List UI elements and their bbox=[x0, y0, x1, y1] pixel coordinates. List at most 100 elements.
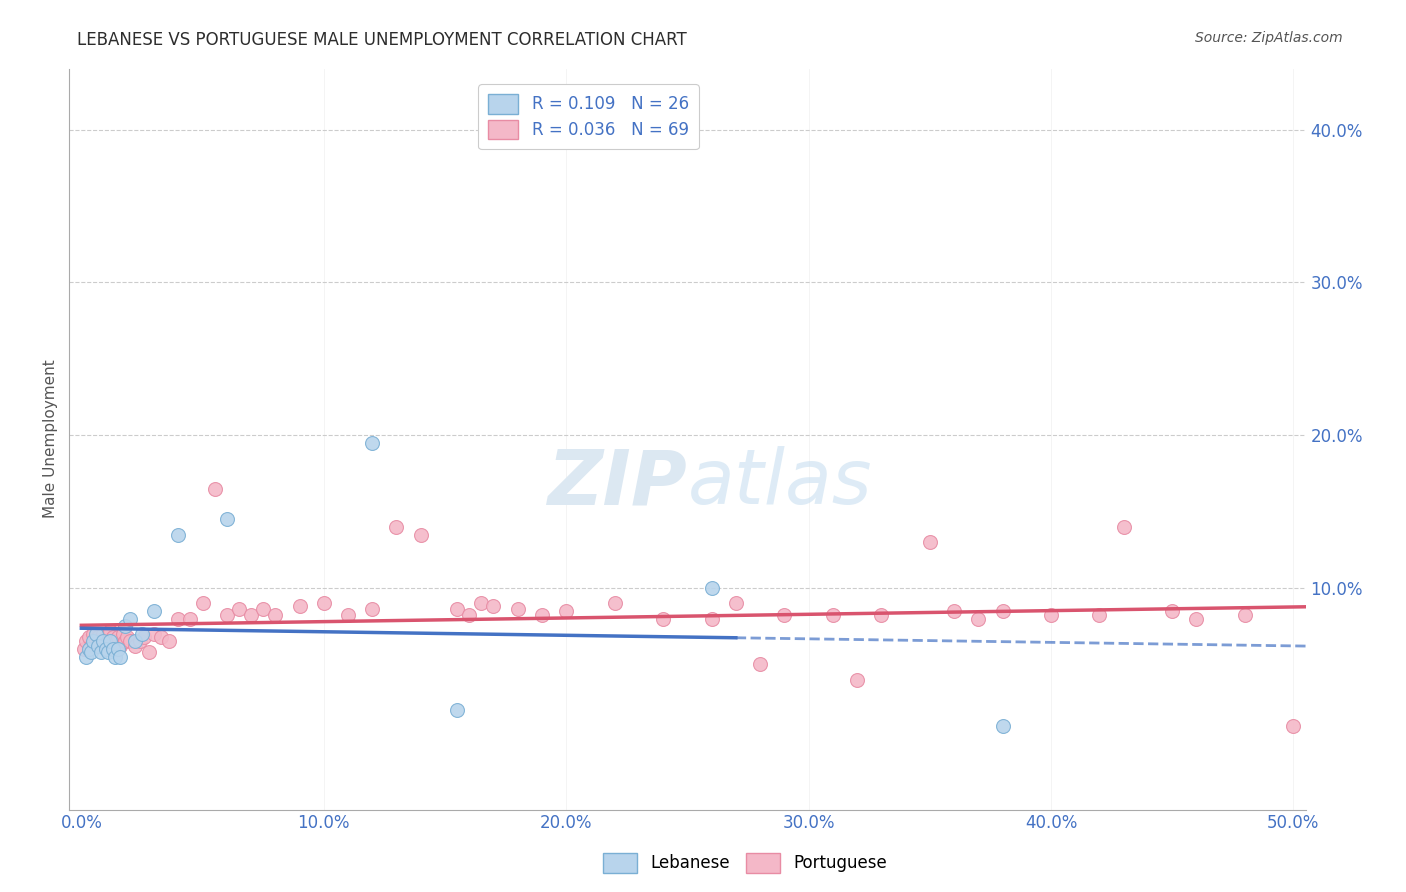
Point bbox=[179, 611, 201, 625]
Point bbox=[90, 645, 112, 659]
Point bbox=[107, 642, 129, 657]
Point bbox=[108, 639, 131, 653]
Legend: Lebanese, Portuguese: Lebanese, Portuguese bbox=[596, 847, 894, 880]
Point bbox=[361, 602, 384, 616]
Point bbox=[108, 649, 131, 664]
Text: atlas: atlas bbox=[688, 447, 872, 521]
Point bbox=[124, 639, 146, 653]
Point bbox=[409, 527, 432, 541]
Point bbox=[361, 435, 384, 450]
Point bbox=[73, 642, 96, 657]
Point bbox=[84, 634, 107, 648]
Point bbox=[530, 608, 553, 623]
Point bbox=[101, 642, 124, 657]
Point bbox=[337, 608, 360, 623]
Point bbox=[91, 627, 114, 641]
Point bbox=[143, 604, 166, 618]
Point bbox=[124, 634, 146, 648]
Point bbox=[1282, 718, 1305, 732]
Point bbox=[446, 602, 468, 616]
Point bbox=[603, 596, 626, 610]
Point bbox=[991, 604, 1014, 618]
Point bbox=[204, 482, 226, 496]
Point bbox=[138, 645, 160, 659]
Point bbox=[385, 520, 408, 534]
Point bbox=[91, 634, 114, 648]
Point bbox=[118, 611, 141, 625]
Point bbox=[77, 642, 100, 657]
Point bbox=[228, 602, 250, 616]
Point bbox=[80, 645, 103, 659]
Point bbox=[100, 634, 122, 648]
Point bbox=[215, 608, 238, 623]
Point bbox=[101, 630, 124, 644]
Point bbox=[700, 611, 723, 625]
Point bbox=[967, 611, 990, 625]
Point bbox=[252, 602, 274, 616]
Point bbox=[918, 535, 941, 549]
Point bbox=[157, 634, 180, 648]
Point bbox=[77, 630, 100, 644]
Point bbox=[118, 634, 141, 648]
Point bbox=[82, 627, 104, 641]
Point bbox=[240, 608, 263, 623]
Point bbox=[97, 645, 120, 659]
Point bbox=[555, 604, 578, 618]
Point bbox=[1088, 608, 1111, 623]
Point bbox=[191, 596, 214, 610]
Point bbox=[1112, 520, 1135, 534]
Point bbox=[104, 634, 127, 648]
Point bbox=[87, 639, 110, 653]
Point bbox=[458, 608, 481, 623]
Point bbox=[131, 627, 153, 641]
Point bbox=[143, 627, 166, 641]
Point bbox=[482, 599, 505, 614]
Point bbox=[97, 634, 120, 648]
Point bbox=[75, 634, 97, 648]
Point bbox=[75, 649, 97, 664]
Point bbox=[870, 608, 893, 623]
Point bbox=[846, 673, 869, 687]
Point bbox=[94, 630, 117, 644]
Point bbox=[700, 581, 723, 595]
Point bbox=[312, 596, 335, 610]
Point bbox=[1233, 608, 1256, 623]
Point bbox=[1161, 604, 1184, 618]
Point bbox=[167, 527, 190, 541]
Text: LEBANESE VS PORTUGUESE MALE UNEMPLOYMENT CORRELATION CHART: LEBANESE VS PORTUGUESE MALE UNEMPLOYMENT… bbox=[77, 31, 688, 49]
Point bbox=[107, 630, 129, 644]
Point bbox=[150, 630, 173, 644]
Point bbox=[215, 512, 238, 526]
Point bbox=[94, 642, 117, 657]
Point bbox=[652, 611, 675, 625]
Point bbox=[288, 599, 311, 614]
Point bbox=[80, 639, 103, 653]
Point bbox=[111, 627, 134, 641]
Point bbox=[104, 649, 127, 664]
Point bbox=[90, 634, 112, 648]
Point bbox=[446, 703, 468, 717]
Point bbox=[943, 604, 966, 618]
Point bbox=[87, 630, 110, 644]
Y-axis label: Male Unemployment: Male Unemployment bbox=[44, 359, 58, 518]
Point bbox=[264, 608, 287, 623]
Point bbox=[1185, 611, 1208, 625]
Point bbox=[167, 611, 190, 625]
Point bbox=[749, 657, 772, 672]
Point bbox=[506, 602, 529, 616]
Point bbox=[821, 608, 844, 623]
Text: Source: ZipAtlas.com: Source: ZipAtlas.com bbox=[1195, 31, 1343, 45]
Point bbox=[134, 630, 156, 644]
Point bbox=[114, 619, 136, 633]
Point bbox=[470, 596, 492, 610]
Point bbox=[724, 596, 747, 610]
Point bbox=[128, 634, 150, 648]
Point bbox=[991, 718, 1014, 732]
Legend: R = 0.109   N = 26, R = 0.036   N = 69: R = 0.109 N = 26, R = 0.036 N = 69 bbox=[478, 84, 699, 150]
Point bbox=[82, 634, 104, 648]
Point bbox=[84, 627, 107, 641]
Point bbox=[114, 634, 136, 648]
Point bbox=[773, 608, 796, 623]
Text: ZIP: ZIP bbox=[547, 447, 688, 521]
Point bbox=[1040, 608, 1063, 623]
